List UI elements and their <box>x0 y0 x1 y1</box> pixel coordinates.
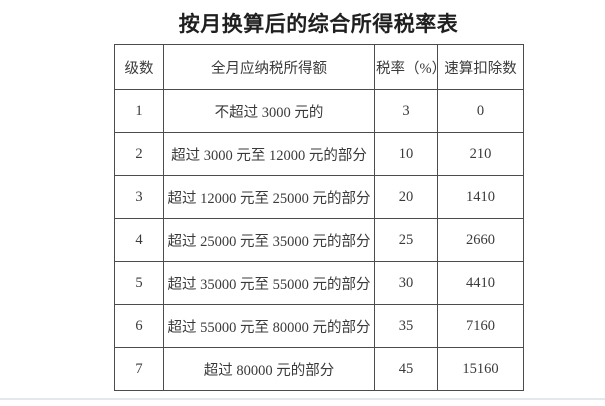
cell-deduction: 0 <box>437 89 524 133</box>
page-title: 按月换算后的综合所得税率表 <box>178 13 459 36</box>
table-row: 7 超过 80000 元的部分 45 15160 <box>114 347 524 391</box>
cell-rate: 20 <box>374 175 438 219</box>
cell-level: 1 <box>114 89 164 133</box>
cell-income: 超过 12000 元至 25000 元的部分 <box>163 175 375 219</box>
table-header-row: 级数 全月应纳税所得额 税率（%） 速算扣除数 <box>114 44 524 90</box>
cell-deduction: 210 <box>437 132 524 176</box>
cell-level: 4 <box>114 218 164 262</box>
cell-deduction: 2660 <box>437 218 524 262</box>
cell-level: 3 <box>114 175 164 219</box>
cell-rate: 30 <box>374 261 438 305</box>
cell-income: 超过 55000 元至 80000 元的部分 <box>163 304 375 348</box>
tax-rate-table: 级数 全月应纳税所得额 税率（%） 速算扣除数 1 不超过 3000 元的 3 … <box>114 44 524 391</box>
cell-rate: 25 <box>374 218 438 262</box>
table-row: 1 不超过 3000 元的 3 0 <box>114 89 524 133</box>
table-row: 6 超过 55000 元至 80000 元的部分 35 7160 <box>114 304 524 348</box>
cell-income: 超过 80000 元的部分 <box>163 347 375 391</box>
table-row: 3 超过 12000 元至 25000 元的部分 20 1410 <box>114 175 524 219</box>
column-header-rate: 税率（%） <box>374 44 438 90</box>
column-header-income: 全月应纳税所得额 <box>163 44 375 90</box>
cell-income: 超过 25000 元至 35000 元的部分 <box>163 218 375 262</box>
cell-income: 不超过 3000 元的 <box>163 89 375 133</box>
cell-rate: 35 <box>374 304 438 348</box>
cell-rate: 3 <box>374 89 438 133</box>
column-header-level: 级数 <box>114 44 164 90</box>
cell-level: 2 <box>114 132 164 176</box>
table-row: 5 超过 35000 元至 55000 元的部分 30 4410 <box>114 261 524 305</box>
cell-income: 超过 3000 元至 12000 元的部分 <box>163 132 375 176</box>
column-header-deduction: 速算扣除数 <box>437 44 524 90</box>
cell-level: 6 <box>114 304 164 348</box>
cell-rate: 45 <box>374 347 438 391</box>
cell-rate: 10 <box>374 132 438 176</box>
page-bottom-divider <box>0 398 605 400</box>
cell-level: 5 <box>114 261 164 305</box>
cell-level: 7 <box>114 347 164 391</box>
cell-deduction: 1410 <box>437 175 524 219</box>
cell-deduction: 4410 <box>437 261 524 305</box>
cell-deduction: 7160 <box>437 304 524 348</box>
cell-deduction: 15160 <box>437 347 524 391</box>
table-row: 2 超过 3000 元至 12000 元的部分 10 210 <box>114 132 524 176</box>
cell-income: 超过 35000 元至 55000 元的部分 <box>163 261 375 305</box>
table-row: 4 超过 25000 元至 35000 元的部分 25 2660 <box>114 218 524 262</box>
